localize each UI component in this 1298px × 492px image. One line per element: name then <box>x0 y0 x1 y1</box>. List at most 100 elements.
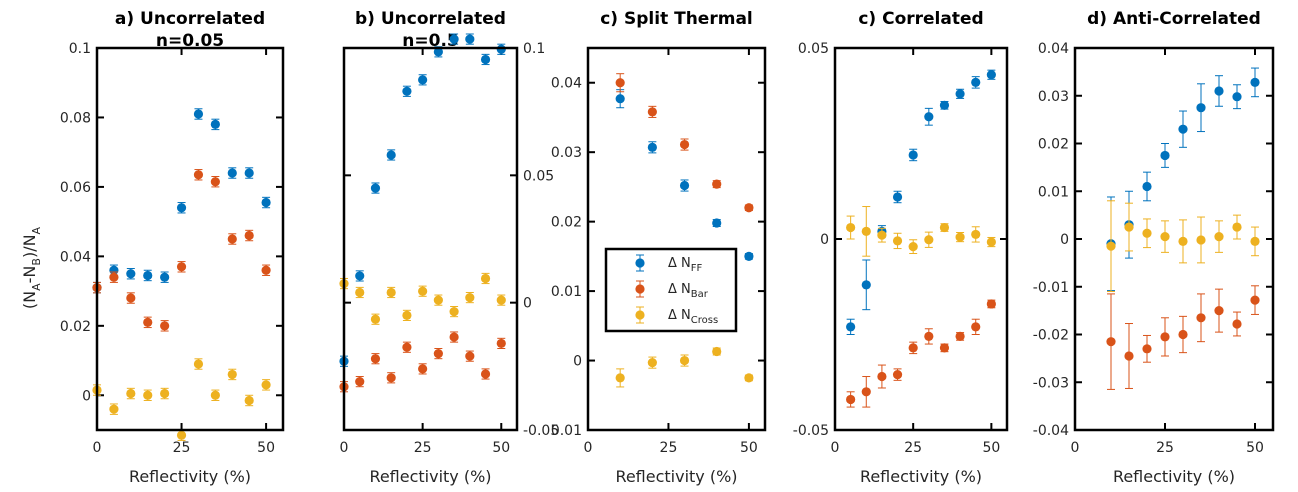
panel-title: c) Split Thermal <box>600 9 753 29</box>
data-point <box>370 354 381 364</box>
data-point <box>261 265 271 275</box>
y-tick-label: 0.04 <box>60 249 91 265</box>
data-point <box>861 226 871 236</box>
data-point <box>846 322 856 332</box>
data-point <box>227 234 237 244</box>
x-tick-label: 50 <box>740 440 758 456</box>
data-point <box>861 280 871 290</box>
data-point <box>986 237 996 247</box>
data-point <box>227 168 237 178</box>
data-point <box>109 265 119 275</box>
data-point <box>908 150 918 160</box>
data-point <box>1232 319 1242 329</box>
series-cross <box>1106 200 1260 293</box>
x-tick-label: 25 <box>173 440 191 456</box>
data-point <box>1178 329 1188 340</box>
data-point <box>480 54 491 65</box>
data-point <box>939 343 950 353</box>
y-tick-label: 0.04 <box>1038 41 1069 57</box>
y-tick-label: 0.02 <box>1038 137 1069 153</box>
data-point <box>647 142 657 152</box>
data-point <box>908 343 918 353</box>
y-tick-label: -0.05 <box>793 423 829 439</box>
data-point <box>1214 306 1224 316</box>
legend-entry: Δ NCross <box>635 306 718 326</box>
data-point <box>480 369 491 379</box>
data-point <box>496 295 506 305</box>
series-bar <box>846 299 996 408</box>
data-point <box>160 321 170 331</box>
data-point <box>386 373 396 383</box>
x-tick-label: 25 <box>904 440 922 456</box>
data-point <box>955 89 965 99</box>
data-point <box>143 270 153 281</box>
y-tick-label: -0.05 <box>523 423 559 439</box>
data-point <box>971 322 981 332</box>
panel-title: n=0.05 <box>156 31 224 51</box>
data-point <box>210 390 220 400</box>
data-point <box>1250 295 1260 305</box>
data-point <box>402 310 412 320</box>
data-point <box>744 251 754 261</box>
axes-frame <box>833 46 1009 432</box>
x-tick-label: 50 <box>257 440 275 456</box>
x-tick-label: 50 <box>1246 440 1264 456</box>
data-point <box>109 272 119 282</box>
data-point <box>244 395 254 406</box>
y-tick-label: -0.01 <box>1033 280 1069 296</box>
data-point <box>370 314 381 324</box>
series-ff <box>615 89 754 261</box>
x-tick-label: 25 <box>1156 440 1174 456</box>
data-point <box>924 112 934 122</box>
y-tick-label: 0 <box>1060 232 1069 248</box>
data-point <box>227 369 237 380</box>
data-point <box>712 346 722 357</box>
data-point <box>986 70 996 80</box>
data-point <box>449 34 459 44</box>
data-point <box>877 371 887 382</box>
data-point <box>744 373 754 383</box>
legend-label: Δ NBar <box>668 282 709 300</box>
data-point <box>892 370 903 380</box>
legend-label: Δ NCross <box>668 308 718 326</box>
data-point <box>1124 351 1134 361</box>
data-point <box>939 100 950 110</box>
legend-label: Δ NFF <box>668 256 703 274</box>
data-point <box>712 179 722 189</box>
y-tick-label: -0.04 <box>1033 423 1069 439</box>
y-tick-label: 0.01 <box>551 423 582 439</box>
y-tick-label: 0.05 <box>798 41 829 57</box>
x-tick-label: 0 <box>1071 440 1080 456</box>
data-point <box>176 430 187 440</box>
data-point <box>1142 181 1152 192</box>
y-tick-label: 0.06 <box>60 180 91 196</box>
series-cross <box>846 206 996 257</box>
legend-box <box>604 247 738 333</box>
data-point <box>402 342 412 352</box>
x-axis-label: Reflectivity (%) <box>615 467 737 486</box>
data-point <box>126 388 136 399</box>
data-point <box>465 292 475 303</box>
data-point <box>496 44 506 54</box>
data-point <box>261 197 271 208</box>
data-point <box>647 107 657 117</box>
series-bar <box>92 169 271 332</box>
series-cross <box>615 346 754 388</box>
x-tick-label: 25 <box>660 440 678 456</box>
y-tick-label: 0.03 <box>551 145 582 161</box>
y-tick-label: 0 <box>523 296 532 312</box>
data-point <box>986 299 996 309</box>
data-point <box>1106 337 1116 347</box>
data-point <box>971 77 981 87</box>
series-cross <box>92 358 271 441</box>
data-point <box>355 287 365 298</box>
data-point <box>496 338 506 349</box>
data-point <box>1232 92 1242 102</box>
data-point <box>1160 150 1170 161</box>
axes-frame <box>342 46 519 432</box>
data-point <box>109 404 119 414</box>
data-point <box>433 47 443 57</box>
legend-entry: Δ NBar <box>635 280 709 300</box>
